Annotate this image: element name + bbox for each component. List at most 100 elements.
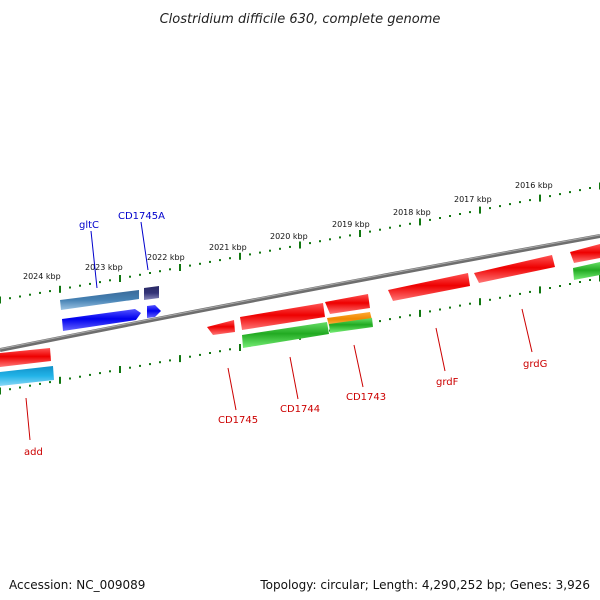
ruler-outer-tick [489,207,491,210]
ruler-outer-tick [79,284,81,287]
ruler-outer-tick [559,193,561,196]
ruler-inner-tick [9,388,11,391]
gene-label-grdF[interactable]: grdF [436,377,459,388]
ruler-outer [0,182,600,304]
gene-add-coding-feature[interactable] [0,366,54,386]
ruler-outer-tick [39,291,41,294]
ruler-outer-tick [289,245,291,248]
ruler-outer-tick [209,260,211,263]
ruler-outer-tick [119,275,121,282]
gene-label-CD1743[interactable]: CD1743 [346,392,386,403]
gene-label-add[interactable]: add [24,447,43,458]
ruler-inner-tick [159,361,161,364]
ruler-outer-tick [469,211,471,214]
accession-label: Accession: NC_009089 [9,578,146,592]
ruler-inner-tick [429,310,431,313]
ruler-inner-tick [459,304,461,307]
ruler-outer-tick [169,268,171,271]
ruler-inner-tick [379,320,381,323]
map-title: Clostridium difficile 630, complete geno… [160,12,441,27]
ruler-inner-tick [449,306,451,309]
ruler-outer-tick [149,272,151,274]
gene-CD1743-orange-feature[interactable] [327,312,372,326]
gene-gltC-coding-feature[interactable] [62,309,141,331]
ruler-inner-tick [199,353,201,356]
ruler-outer-tick [109,279,111,282]
ruler-outer-tick [299,241,301,249]
gene-add-feature[interactable] [0,348,51,367]
ruler-label-2021: 2021 kbp [209,243,247,252]
ruler-outer-tick [9,297,11,300]
ruler-inner-tick [569,283,571,285]
ruler-outer-tick [89,282,91,285]
ruler-inner-tick [559,285,561,287]
ruler-inner-tick [469,302,471,305]
ruler-inner-tick [579,281,581,283]
leader-CD1744 [289,356,299,400]
gene-label-CD1744[interactable]: CD1744 [280,404,320,415]
ruler-inner-tick [539,286,541,294]
ruler-outer-tick [549,195,551,198]
ruler-inner-tick [439,308,441,311]
gene-grdF-feature[interactable] [388,273,470,301]
ruler-inner-tick [119,366,121,373]
gene-CD1743-feature[interactable] [325,294,370,314]
ruler-outer-tick [129,275,131,278]
ruler-inner-tick [509,294,511,297]
gene-CD1745A-coding-feature[interactable] [147,305,161,318]
ruler-outer-tick [139,273,141,276]
ruler-outer-tick [399,224,401,227]
gene-gltC-feature[interactable] [60,290,139,310]
ruler-outer-tick [529,199,531,202]
ruler-inner-tick [189,355,191,358]
ruler-outer-tick [479,206,481,214]
ruler-inner-tick [389,318,391,321]
ruler-outer-tick [439,217,441,219]
ruler-inner-tick [589,279,591,281]
ruler-inner-tick [0,387,1,395]
ruler-inner-tick [529,290,531,293]
ruler-inner-tick [39,382,41,385]
ruler-inner-tick [549,287,551,289]
ruler-outer-tick [389,226,391,229]
ruler-outer-tick [589,187,591,189]
gene-CD1744-coding-feature[interactable] [242,322,329,348]
ruler-inner-tick [179,355,181,363]
ruler-inner-tick [49,381,51,384]
ruler-label-2024: 2024 kbp [23,272,61,281]
ruler-outer-tick [319,240,321,243]
gene-label-CD1745[interactable]: CD1745 [218,415,258,426]
ruler-inner-tick [399,316,401,319]
ruler-outer-tick [19,295,21,298]
genome-backbone [0,234,600,352]
ruler-inner-tick [149,363,151,366]
ruler-inner-tick [29,384,31,387]
ruler-inner-tick [129,366,131,369]
ruler-inner-tick [409,314,411,317]
ruler-inner-tick [489,298,491,301]
ruler-inner-tick [419,309,421,317]
ruler-label-2016: 2016 kbp [515,181,553,190]
gene-label-grdG[interactable]: grdG [523,359,547,370]
gene-label-CD1745A[interactable]: CD1745A [118,211,165,222]
gene-right-edge-feature[interactable] [570,244,600,263]
ruler-outer-tick [279,247,281,250]
gene-CD1745A-feature[interactable] [144,286,159,300]
ruler-outer-tick [449,215,451,217]
ruler-outer-tick [569,191,571,194]
gene-CD1743-coding-feature[interactable] [329,318,373,333]
ruler-outer-tick [239,252,241,260]
gene-label-gltC[interactable]: gltC [79,220,99,231]
ruler-outer-tick [59,285,61,293]
ruler-outer-tick [369,230,371,233]
ruler-outer-tick [509,203,511,206]
ruler-inner-tick [519,292,521,295]
ruler-inner-tick [99,372,101,375]
gene-CD1745-feature[interactable] [207,320,235,335]
gene-grdG-feature[interactable] [474,255,555,283]
ruler-outer-tick [499,205,501,208]
gene-right-edge-coding-feature[interactable] [573,262,600,280]
gene-CD1744-feature[interactable] [240,303,325,330]
ruler-outer-tick [0,296,1,304]
